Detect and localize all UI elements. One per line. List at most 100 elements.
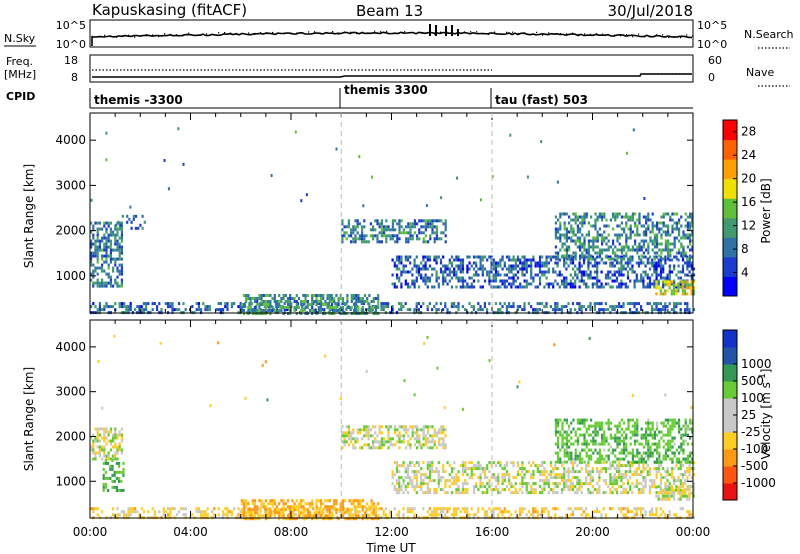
scatter-cell xyxy=(420,476,423,480)
scatter-cell xyxy=(686,479,689,483)
scatter-cell xyxy=(512,273,515,277)
scatter-cell xyxy=(501,479,504,483)
scatter-cell xyxy=(688,470,691,474)
scatter-cell xyxy=(407,231,410,235)
scatter-cell xyxy=(352,237,355,241)
scatter-cell xyxy=(256,511,259,515)
scatter-cell xyxy=(570,257,573,261)
scatter-cell xyxy=(607,257,610,261)
scatter-cell xyxy=(585,248,588,252)
scatter-cell xyxy=(568,424,571,428)
scatter-cell xyxy=(98,308,101,312)
scatter-cell xyxy=(574,239,577,243)
scatter-cell xyxy=(282,502,285,506)
scatter-cell xyxy=(435,255,438,259)
scatter-cell xyxy=(638,212,641,216)
scatter-cell xyxy=(637,482,641,486)
scatter-cell xyxy=(587,239,590,243)
scatter-cell xyxy=(245,517,248,521)
scatter-cell xyxy=(673,279,676,283)
scatter-cell xyxy=(409,234,412,238)
scatter-cell xyxy=(604,467,608,471)
scatter-cell xyxy=(433,443,436,447)
scatter-cell xyxy=(492,273,495,277)
scatter-cell xyxy=(627,227,630,231)
scatter-cell xyxy=(554,464,557,468)
scatter-cell xyxy=(497,473,500,477)
scatter-cell xyxy=(549,282,553,286)
scatter-cell xyxy=(350,437,353,441)
scatter-cell xyxy=(424,219,427,223)
scatter-cell xyxy=(543,507,546,511)
scatter-cell xyxy=(341,306,345,309)
scatter-cell xyxy=(651,424,654,428)
scatter-cell xyxy=(633,282,636,286)
scatter-cell xyxy=(585,212,588,216)
scatter-cell xyxy=(182,162,185,166)
scatter-cell xyxy=(273,502,276,506)
scatter-cell xyxy=(356,237,359,241)
scatter-cell xyxy=(499,258,502,262)
colorbar-tick-label: 20 xyxy=(741,172,756,186)
scatter-cell xyxy=(428,302,431,306)
scatter-cell xyxy=(325,510,328,514)
scatter-cell xyxy=(446,267,449,271)
scatter-cell xyxy=(326,303,329,306)
scatter-cell xyxy=(433,510,436,514)
scatter-cell xyxy=(666,273,669,277)
scatter-cell xyxy=(521,270,524,274)
scatter-cell xyxy=(404,270,407,274)
nave-tick-top: 60 xyxy=(708,54,722,67)
scatter-cell xyxy=(587,433,590,437)
scatter-cell xyxy=(625,236,628,240)
scatter-cell xyxy=(435,261,438,265)
scatter-cell xyxy=(398,261,401,265)
colorbar-tick-label: 8 xyxy=(741,242,749,256)
scatter-cell xyxy=(117,220,120,224)
scatter-cell xyxy=(583,424,586,428)
scatter-cell xyxy=(398,237,401,241)
scatter-cell xyxy=(523,279,526,283)
scatter-cell xyxy=(297,514,301,518)
scatter-cell xyxy=(98,284,101,288)
scatter-cell xyxy=(98,266,101,270)
scatter-cell xyxy=(409,479,412,483)
scatter-cell xyxy=(475,482,478,486)
scatter-cell xyxy=(395,467,399,471)
scatter-cell xyxy=(267,502,270,506)
scatter-cell xyxy=(622,507,625,511)
scatter-cell xyxy=(197,507,200,511)
scatter-cell xyxy=(581,233,584,237)
scatter-cell xyxy=(666,473,669,477)
scatter-cell xyxy=(461,279,465,283)
scatter-cell xyxy=(521,273,524,277)
scatter-cell xyxy=(589,479,592,483)
scatter-cell xyxy=(96,513,99,517)
noise-traces xyxy=(91,24,694,46)
scatter-cell xyxy=(492,513,495,517)
scatter-cell xyxy=(563,473,566,477)
scatter-cell xyxy=(413,261,416,265)
scatter-cell xyxy=(409,446,412,450)
scatter-cell xyxy=(578,479,581,483)
scatter-cell xyxy=(472,485,476,489)
scatter-cell xyxy=(275,511,279,515)
noise-search-dot xyxy=(488,33,490,35)
scatter-cell xyxy=(402,513,405,517)
scatter-cell xyxy=(123,510,126,514)
scatter-cell xyxy=(226,510,229,514)
scatter-cell xyxy=(328,499,331,503)
scatter-cell xyxy=(376,446,379,450)
scatter-cell xyxy=(666,467,669,471)
scatter-cell xyxy=(444,222,447,226)
scatter-cell xyxy=(609,261,612,265)
scatter-cell xyxy=(142,308,145,312)
scatter-cell xyxy=(547,482,550,486)
scatter-cell xyxy=(428,276,432,280)
scatter-cell xyxy=(572,230,575,234)
scatter-cell xyxy=(492,279,495,283)
scatter-cell xyxy=(655,261,658,265)
scatter-cell xyxy=(409,270,412,274)
colorbar-segment xyxy=(723,276,737,297)
